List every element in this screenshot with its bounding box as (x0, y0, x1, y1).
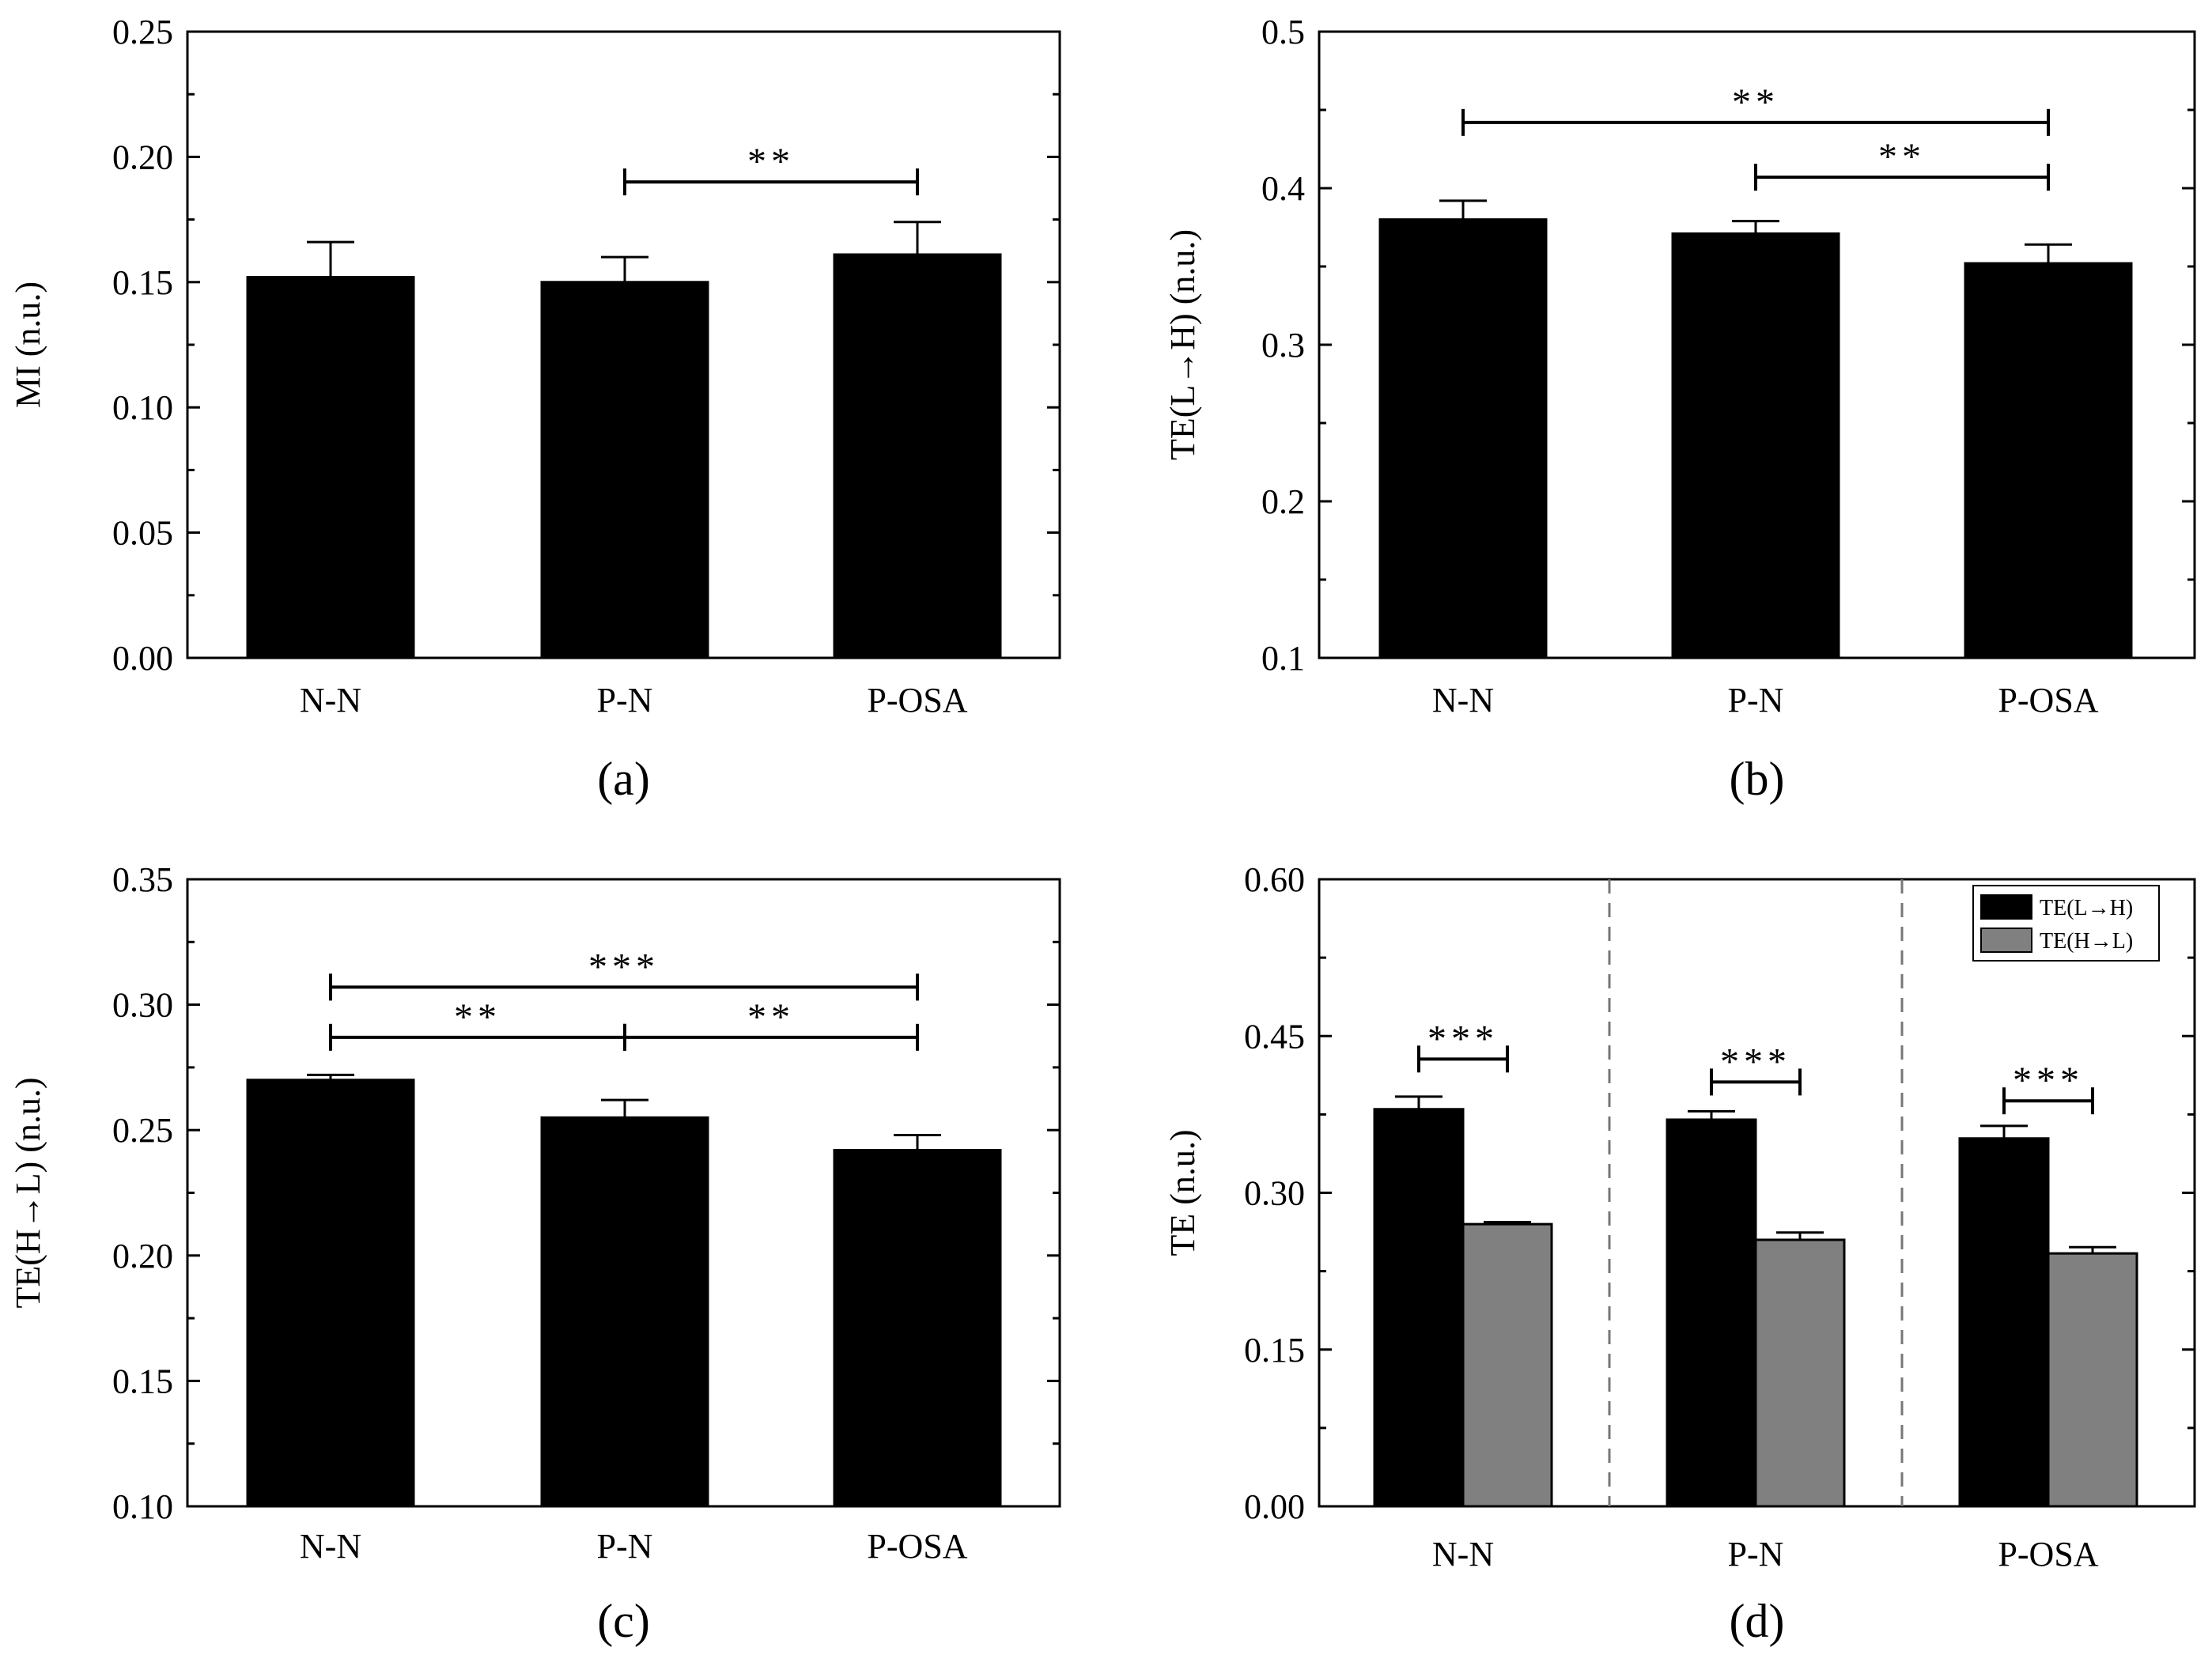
bar-p-n (540, 1116, 709, 1508)
legend-swatch (1980, 928, 2032, 953)
y-tick-label: 0.00 (1244, 1487, 1305, 1526)
legend-label: TE(H→L) (2040, 929, 2133, 954)
x-tick-label: P-OSA (867, 1527, 967, 1566)
x-tick-label: P-N (597, 1527, 653, 1566)
bar-p-osa-lh (1958, 1137, 2050, 1508)
y-tick-label: 0.15 (112, 1362, 173, 1400)
y-tick-label: 0.4 (1261, 169, 1305, 208)
bar-n-n (246, 1079, 415, 1508)
y-axis-title: MI (n.u.) (9, 281, 47, 408)
y-tick-label: 0.35 (112, 860, 173, 899)
significance-label: ** (747, 996, 795, 1038)
significance-label: ** (454, 996, 501, 1038)
bar-n-n (246, 275, 415, 659)
panel-label: (a) (597, 753, 650, 805)
y-tick-label: 0.10 (112, 1487, 173, 1526)
bar-n-n-lh (1373, 1108, 1465, 1508)
y-tick-label: 0.25 (112, 13, 173, 51)
y-tick-label: 0.20 (112, 1237, 173, 1275)
panel-label: (d) (1730, 1595, 1785, 1647)
x-tick-label: N-N (300, 1527, 361, 1566)
y-tick-label: 0.15 (112, 263, 173, 302)
x-tick-label: P-OSA (1998, 681, 2098, 720)
y-axis-title: TE(L→H) (n.u.) (1163, 229, 1202, 460)
y-tick-label: 0.1 (1261, 639, 1305, 678)
bar-p-n (540, 281, 709, 659)
y-tick-label: 0.20 (112, 138, 173, 176)
y-tick-label: 0.60 (1244, 860, 1305, 899)
significance-label: *** (2013, 1060, 2084, 1101)
x-tick-label: P-N (597, 681, 653, 720)
panel-label: (c) (597, 1595, 650, 1647)
bar-p-osa-hl (2047, 1252, 2138, 1508)
bar-p-n (1671, 232, 1840, 659)
bar-p-osa (1964, 262, 2133, 659)
y-tick-label: 0.5 (1261, 13, 1305, 51)
legend-label: TE(L→H) (2040, 896, 2133, 920)
significance-label: ** (1878, 136, 1926, 178)
bar-p-n-hl (1754, 1238, 1846, 1508)
x-tick-label: P-N (1728, 1535, 1784, 1574)
bar-p-osa (833, 253, 1002, 659)
y-tick-label: 0.00 (112, 639, 173, 678)
significance-label: *** (1427, 1018, 1499, 1060)
y-tick-label: 0.2 (1261, 482, 1305, 521)
y-tick-label: 0.05 (112, 514, 173, 553)
y-axis-title: TE(H→L) (n.u.) (9, 1077, 47, 1308)
x-tick-label: P-N (1728, 681, 1784, 720)
bar-n-n (1378, 218, 1548, 659)
y-tick-label: 0.15 (1244, 1331, 1305, 1370)
y-tick-label: 0.10 (112, 388, 173, 427)
bar-n-n-hl (1461, 1222, 1553, 1508)
x-tick-label: P-OSA (867, 681, 967, 720)
bar-p-n-lh (1666, 1118, 1757, 1508)
panel-label: (b) (1730, 753, 1785, 805)
significance-label: *** (588, 946, 660, 988)
significance-label: ** (747, 141, 795, 183)
x-tick-label: N-N (300, 681, 361, 720)
y-tick-label: 0.30 (112, 986, 173, 1025)
x-tick-label: N-N (1432, 681, 1494, 720)
significance-label: ** (1732, 81, 1779, 123)
x-tick-label: P-OSA (1998, 1535, 2098, 1574)
y-tick-label: 0.3 (1261, 326, 1305, 365)
bar-p-osa (833, 1149, 1002, 1508)
x-tick-label: N-N (1432, 1535, 1494, 1574)
y-tick-label: 0.25 (112, 1111, 173, 1150)
significance-label: *** (1720, 1041, 1791, 1082)
y-tick-label: 0.45 (1244, 1017, 1305, 1056)
y-tick-label: 0.30 (1244, 1174, 1305, 1213)
legend-swatch (1980, 894, 2032, 920)
y-axis-title: TE (n.u.) (1163, 1129, 1202, 1256)
